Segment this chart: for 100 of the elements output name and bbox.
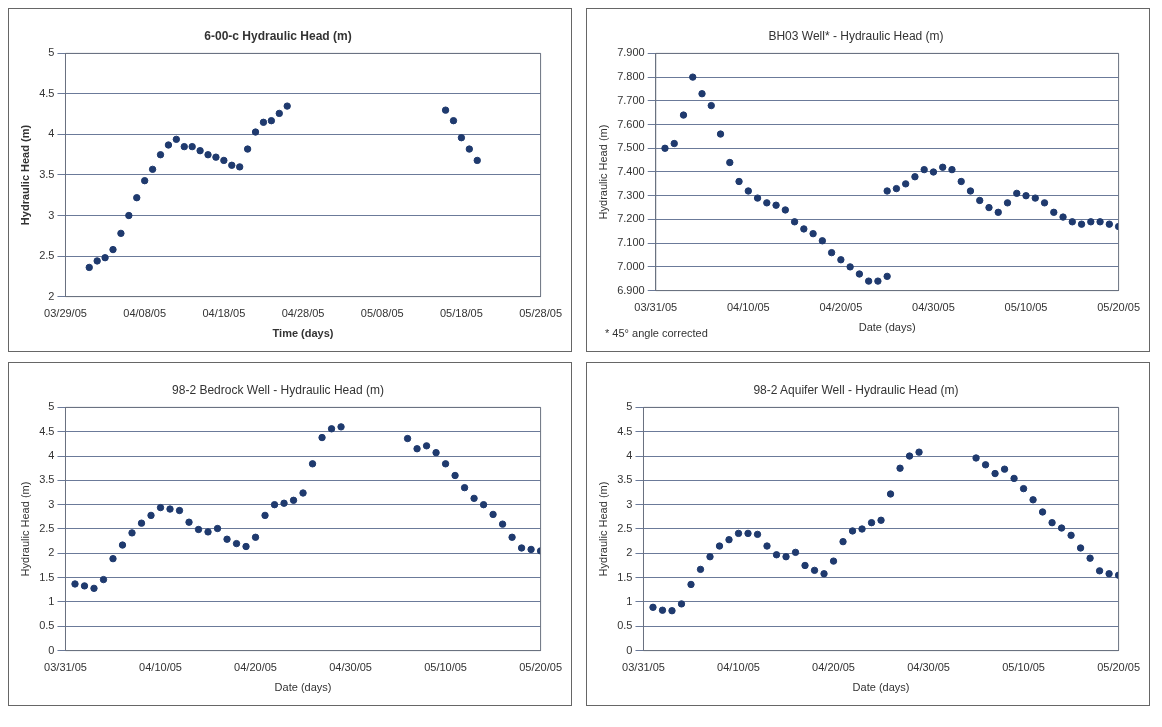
point: [148, 165, 157, 174]
point: [715, 542, 724, 550]
point: [810, 566, 819, 575]
y-tick-label: 7.300: [617, 188, 645, 201]
y-tick-label: 2: [626, 546, 633, 559]
point: [337, 423, 345, 431]
y-tick-label: 6.900: [617, 283, 645, 296]
y-tick-label: 2: [48, 546, 55, 559]
point: [734, 529, 743, 538]
point: [818, 237, 827, 245]
x-tick-label: 03/31/05: [634, 301, 678, 314]
point: [188, 142, 196, 151]
point: [422, 442, 431, 450]
x-tick-label: 04/10/05: [726, 301, 770, 314]
point: [299, 489, 307, 497]
point: [242, 542, 250, 551]
point: [658, 606, 667, 614]
point: [267, 116, 276, 125]
point: [109, 245, 117, 254]
x-axis-title: Date (days): [858, 321, 916, 334]
point: [517, 544, 526, 552]
point: [991, 469, 999, 478]
point: [883, 272, 891, 281]
y-tick-label: 4.5: [39, 86, 55, 99]
y-tick-label: 4: [48, 127, 55, 140]
point: [318, 433, 326, 442]
point: [858, 525, 866, 533]
point: [877, 516, 885, 524]
y-tick-label: 7.800: [617, 70, 645, 83]
x-axis-title: Time (days): [272, 327, 334, 340]
point: [1029, 496, 1037, 504]
point: [829, 557, 838, 565]
point: [837, 256, 845, 264]
y-tick-label: 7.700: [617, 93, 645, 106]
x-tick-label: 05/18/05: [439, 307, 483, 320]
point: [892, 184, 901, 193]
y-tick-label: 2: [48, 289, 55, 302]
point: [140, 176, 149, 185]
point: [93, 257, 101, 265]
point: [283, 102, 291, 110]
point: [80, 582, 89, 590]
y-tick-label: 3: [48, 497, 55, 510]
point: [172, 135, 181, 144]
point: [901, 180, 910, 188]
point: [763, 542, 771, 550]
point: [232, 539, 241, 548]
point: [948, 165, 956, 174]
point: [527, 545, 535, 554]
chart-title: 98-2 Aquifer Well - Hydraulic Head (m): [753, 382, 959, 397]
point: [204, 151, 212, 159]
point: [1050, 208, 1058, 217]
point: [801, 561, 809, 570]
point: [864, 277, 873, 285]
x-tick-label: 05/20/05: [1097, 301, 1140, 314]
point: [896, 464, 904, 472]
point: [441, 106, 450, 114]
y-tick-label: 7.500: [617, 141, 645, 154]
x-tick-label: 04/10/05: [139, 661, 182, 674]
point: [670, 139, 678, 148]
y-tick-label: 7.200: [617, 212, 645, 225]
y-tick-label: 3.5: [39, 473, 55, 486]
point: [679, 111, 688, 119]
point: [1059, 213, 1067, 221]
point: [194, 525, 203, 534]
x-tick-label: 04/30/05: [329, 661, 372, 674]
point: [117, 229, 125, 238]
x-tick-label: 05/20/05: [519, 661, 562, 674]
point: [772, 551, 781, 559]
point: [223, 535, 231, 543]
point: [1019, 484, 1028, 493]
point: [166, 505, 174, 513]
point: [1057, 524, 1066, 532]
point: [137, 519, 146, 527]
point: [929, 168, 938, 176]
point: [1010, 474, 1018, 483]
x-tick-label: 05/10/05: [1004, 301, 1048, 314]
point: [275, 109, 283, 118]
point: [175, 506, 184, 515]
point: [128, 529, 136, 537]
point: [204, 528, 212, 536]
point: [457, 134, 466, 142]
point: [327, 425, 336, 433]
y-tick-label: 7.000: [617, 259, 645, 272]
point: [1031, 194, 1039, 202]
y-tick-label: 3.5: [617, 473, 633, 486]
point: [1087, 218, 1095, 226]
point: [236, 163, 244, 171]
x-tick-label: 04/30/05: [907, 661, 950, 674]
x-tick-label: 04/30/05: [912, 301, 955, 314]
point: [1096, 218, 1104, 226]
point: [981, 461, 990, 469]
point: [848, 527, 857, 535]
point: [196, 146, 204, 155]
point: [1067, 531, 1075, 540]
point: [1077, 220, 1086, 228]
point: [1000, 465, 1009, 473]
point: [839, 537, 847, 546]
y-tick-label: 1.5: [39, 570, 55, 583]
point: [99, 575, 108, 584]
point: [939, 163, 947, 171]
